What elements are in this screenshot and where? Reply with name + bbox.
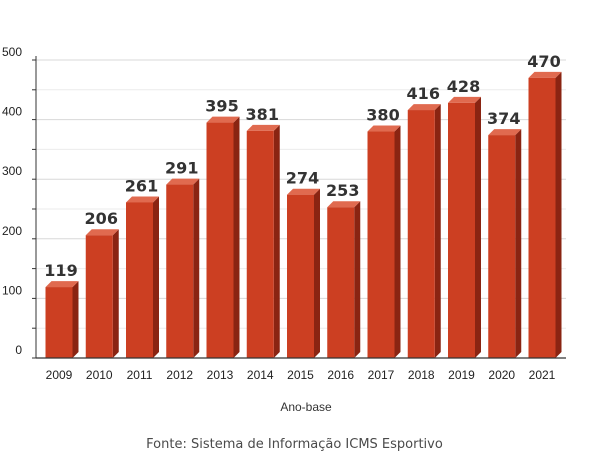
bar-2016 (327, 201, 361, 358)
y-tick-label: 500 (2, 45, 22, 59)
y-tick-label: 0 (15, 343, 22, 357)
bar-side (515, 129, 522, 358)
bar-chart: 0 100 200 300 400 500 119 206 261 291 395 381 274 25… (2, 45, 566, 414)
bar-2009 (45, 281, 79, 358)
bar-top (287, 188, 320, 195)
bar-side (354, 201, 361, 358)
bar-front (166, 184, 194, 358)
x-tick-label: 2014 (247, 368, 274, 382)
bar-side (273, 124, 280, 358)
x-tick-label: 2009 (46, 368, 73, 382)
bar-front (448, 102, 475, 358)
bar-side (153, 196, 159, 358)
bar-top (45, 281, 79, 288)
data-label: 380 (366, 106, 399, 125)
data-label: 274 (286, 169, 319, 188)
bar-top (488, 129, 522, 136)
x-tick-label: 2010 (86, 368, 113, 382)
bar-2017 (367, 125, 401, 359)
x-tick-label: 2021 (529, 368, 556, 382)
data-label: 261 (125, 176, 158, 195)
bar-2018 (407, 104, 441, 359)
bar-front (246, 130, 274, 358)
bar-top (407, 104, 441, 111)
y-tick-label: 300 (2, 164, 22, 178)
y-tick-label: 400 (2, 105, 22, 119)
data-label: 416 (407, 84, 440, 103)
x-tick-label: 2013 (207, 368, 234, 382)
bar-side (72, 281, 79, 358)
bar-2013 (206, 116, 240, 358)
bar-side (193, 178, 200, 358)
bar-top (367, 125, 401, 132)
bar-2010 (85, 229, 119, 358)
bars: 119 206 261 291 395 381 274 253 380 416 428 374 470 (44, 52, 562, 359)
x-tick-label: 2019 (448, 368, 475, 382)
bar-side (314, 188, 320, 358)
data-label: 291 (165, 159, 198, 178)
bar-front (287, 194, 314, 358)
bar-front (85, 235, 113, 358)
data-label: 119 (44, 261, 77, 280)
bar-side (112, 229, 119, 358)
bar-top (246, 124, 280, 131)
data-label: 470 (527, 52, 560, 71)
x-tick-label: 2020 (488, 368, 515, 382)
bar-top (166, 178, 200, 185)
bar-top (206, 116, 240, 123)
bar-front (206, 122, 234, 358)
bar-top (528, 71, 562, 78)
bar-front (367, 131, 395, 358)
bar-side (434, 104, 441, 359)
bar-top (85, 229, 119, 236)
data-label: 374 (487, 109, 520, 128)
y-axis: 0 100 200 300 400 500 (2, 45, 37, 359)
data-label: 395 (205, 97, 238, 116)
y-tick-label: 200 (2, 224, 22, 238)
bar-2019 (448, 96, 481, 359)
bar-front (327, 207, 355, 358)
data-label: 253 (326, 181, 359, 200)
x-tick-label: 2017 (368, 368, 395, 382)
source-note: Fonte: Sistema de Informação ICMS Esport… (146, 437, 443, 452)
x-tick-label: 2018 (408, 368, 435, 382)
bar-2012 (166, 178, 200, 358)
data-label: 381 (246, 105, 279, 124)
bar-side (233, 116, 240, 358)
bar-top (126, 196, 159, 203)
x-axis-title: Ano-base (280, 400, 332, 414)
bar-top (327, 201, 361, 208)
bar-front (126, 202, 153, 358)
bar-2020 (488, 129, 522, 358)
bar-side (394, 125, 401, 359)
bar-front (45, 287, 73, 358)
bar-front (528, 77, 556, 358)
bar-2021 (528, 71, 562, 358)
bar-2015 (287, 188, 320, 358)
x-tick-label: 2016 (327, 368, 354, 382)
bar-side (475, 96, 481, 359)
x-tick-label: 2012 (166, 368, 193, 382)
bar-2011 (126, 196, 159, 358)
x-tick-label: 2011 (127, 368, 153, 382)
data-label: 428 (447, 77, 480, 96)
bar-2014 (246, 124, 280, 358)
bar-side (555, 71, 562, 358)
bar-front (407, 110, 435, 359)
bar-top (448, 96, 481, 103)
x-tick-label: 2015 (287, 368, 314, 382)
x-axis: 2009 2010 2011 2012 2013 2014 2015 2016 2017 2018… (36, 357, 566, 382)
bar-front (488, 135, 516, 358)
data-label: 206 (85, 209, 118, 228)
y-tick-label: 100 (2, 283, 22, 297)
